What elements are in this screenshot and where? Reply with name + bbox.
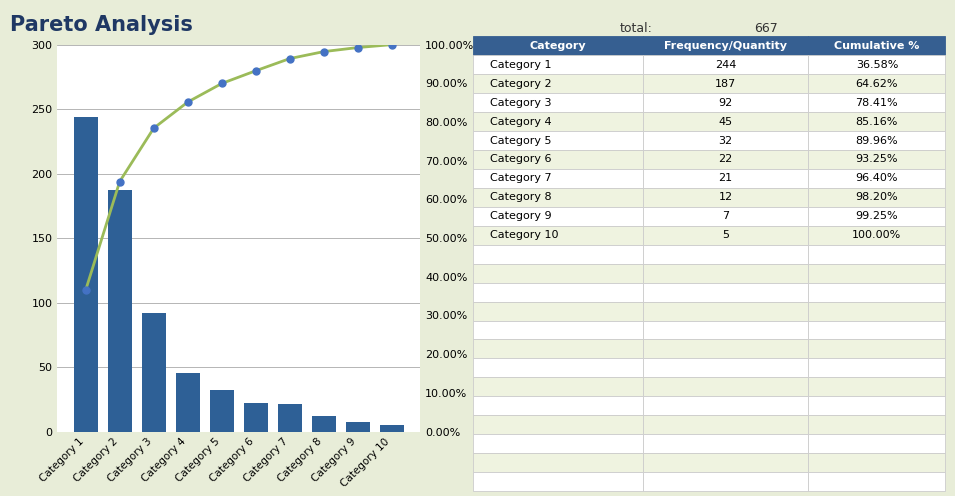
Text: Pareto Analysis: Pareto Analysis — [10, 15, 192, 35]
Bar — [210, 390, 234, 432]
Text: 667: 667 — [753, 22, 777, 35]
Bar — [244, 403, 267, 432]
Bar — [278, 404, 302, 432]
Bar — [346, 423, 370, 432]
Bar — [380, 425, 404, 432]
Bar — [142, 313, 165, 432]
Bar — [176, 373, 200, 432]
Bar — [74, 117, 97, 432]
Bar — [108, 190, 132, 432]
Text: total:: total: — [620, 22, 652, 35]
Bar — [312, 416, 335, 432]
